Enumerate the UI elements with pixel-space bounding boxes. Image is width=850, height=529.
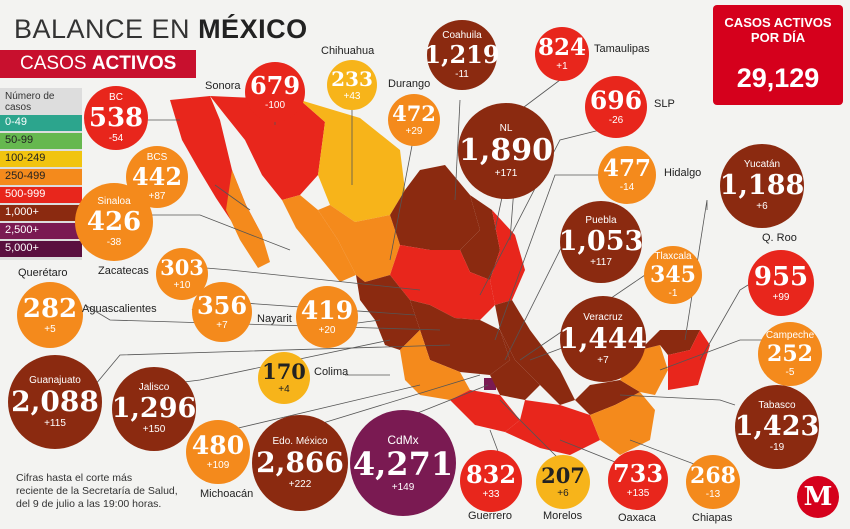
label-qroo: Q. Roo [762,232,797,244]
label-zacatecas: Zacatecas [98,265,149,277]
label-hidalgo: Hidalgo [664,167,702,179]
bubble-hidalgo: 477 -14 [598,146,656,204]
total-value: 29,129 [736,63,820,93]
bubble-edomex: Edo. México 2,866 +222 [252,415,348,511]
map-sinaloa [282,195,356,282]
footnote: Cifras hasta el corte más reciente de la… [16,472,178,510]
map-nl [460,195,500,280]
map-oaxaca [505,400,600,455]
bubble-nl: NL 1,890 +171 [458,103,554,199]
legend-item: 5,000+ [0,241,82,257]
map-veracruz [495,300,575,405]
label-queretaro: Querétaro [18,267,68,279]
label-durango: Durango [388,78,431,90]
bubble-aguascalientes: 356 +7 [192,282,252,342]
map-chihuahua [300,100,405,222]
bubble-puebla: Puebla 1,053 +117 [559,201,643,283]
legend-item: 0-49 [0,115,82,131]
bubble-tamaulipas: 824 +1 [535,27,589,81]
map-tabasco [575,380,640,415]
total-label: CASOS ACTIVOS POR DÍA [724,15,832,45]
bubble-yucatan: Yucatán 1,188 +6 [720,144,804,228]
legend-item: 100-249 [0,151,82,167]
bubble-nayarit: 419 +20 [296,286,358,348]
legend-item: 250-499 [0,169,82,185]
bubble-sonora: 679 -100 [245,62,305,122]
bubble-tabasco: Tabasco 1,423 -19 [735,385,819,469]
map-jalisco [356,275,420,350]
map-bcs [226,170,270,268]
map-coahuila [390,165,480,250]
bubble-guerrero: 832 +33 [460,450,522,512]
map-guerrero [450,390,520,432]
bubble-morelos: 207 +6 [536,455,590,509]
legend-item: 2,500+ [0,223,82,239]
bubble-sinaloa: Sinaloa 426 -38 [75,183,153,261]
label-chiapas: Chiapas [692,512,733,524]
bubble-veracruz: Veracruz 1,444 +7 [559,296,647,382]
page-title: BALANCE EN MÉXICO [14,14,308,44]
map-qroo [668,330,710,390]
total-box: CASOS ACTIVOS POR DÍA 29,129 [713,5,843,105]
legend-item: 1,000+ [0,205,82,221]
label-guerrero: Guerrero [468,510,513,522]
label-oaxaca: Oaxaca [618,512,656,524]
bubble-oaxaca: 733 +135 [608,450,668,510]
map-campeche [620,345,668,395]
map-sonora [210,96,325,200]
legend-item: 50-99 [0,133,82,149]
map-durango [318,205,400,282]
bubble-chiapas: 268 -13 [686,455,740,509]
page-subtitle: CASOS ACTIVOS [20,53,177,74]
map-puebla [490,330,540,400]
bubble-bcs: BCS 442 +87 [126,146,188,208]
map-michoacan [400,330,470,400]
map-yucatan [640,330,700,355]
bubble-guanajuato: Guanajuato 2,088 +115 [8,355,102,449]
label-tamaulipas: Tamaulipas [594,43,650,55]
bubble-qroo: 955 +99 [748,250,814,316]
map-chiapas [590,392,655,455]
label-chihuahua: Chihuahua [321,45,375,57]
label-michoacan: Michoacán [200,488,254,500]
bubble-colima: 170 +4 [258,352,310,404]
bubble-michoacan: 480 +109 [186,420,250,484]
bubble-cdmx: CdMx 4,271 +149 [350,410,456,516]
label-slp: SLP [654,98,675,110]
bubble-durango: 472 +29 [388,94,440,146]
legend: Número de casos 0-49 50-99 100-249 250-4… [0,88,82,260]
label-sonora: Sonora [205,80,241,92]
legend-item: 500-999 [0,187,82,203]
label-colima: Colima [314,366,349,378]
map-center-north [390,245,495,320]
bubble-coahuila: Coahuila 1,219 -11 [424,20,500,90]
bubble-jalisco: Jalisco 1,296 +150 [112,367,196,451]
bubble-queretaro: 282 +5 [17,282,83,348]
bubble-chihuahua: 233 +43 [327,60,377,110]
bubble-campeche: Campeche 252 -5 [758,322,822,386]
bubble-bc: BC 538 -54 [84,86,148,150]
bubble-tlaxcala: Tlaxcala 345 -1 [644,246,702,304]
label-nayarit: Nayarit [257,313,292,325]
legend-title: Número de casos [5,91,55,113]
label-morelos: Morelos [543,510,583,522]
map-center [410,300,510,375]
label-aguascalientes: Aguascalientes [82,303,157,315]
bubble-slp: 696 -26 [585,76,647,138]
milenio-logo: M [797,476,839,518]
subtitle-bar [0,50,196,78]
